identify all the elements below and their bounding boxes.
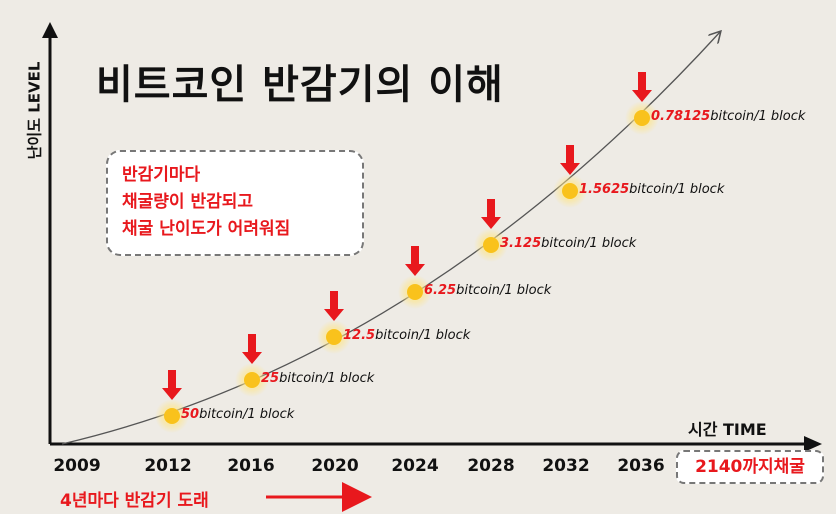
year-label: 2016	[227, 456, 275, 476]
reward-label: 50bitcoin/1 block	[181, 407, 294, 422]
halving-marker	[562, 183, 578, 199]
reward-unit: bitcoin/1 block	[279, 371, 375, 386]
reward-value: 6.25	[424, 283, 457, 298]
info-box: 반감기마다 채굴량이 반감되고 채굴 난이도가 어려워짐	[106, 150, 364, 256]
reward-unit: bitcoin/1 block	[375, 328, 471, 343]
down-arrow-icon	[324, 291, 344, 321]
down-arrow-icon	[632, 72, 652, 102]
halving-marker	[634, 110, 650, 126]
year-label: 2036	[617, 456, 665, 476]
down-arrow-icon	[481, 199, 501, 229]
halving-marker	[483, 237, 499, 253]
reward-unit: bitcoin/1 block	[710, 109, 806, 124]
halving-marker	[407, 284, 423, 300]
y-axis-label: 난이도 LEVEL	[25, 61, 44, 160]
down-arrow-icon	[162, 370, 182, 400]
halving-marker	[244, 372, 260, 388]
halving-marker	[326, 329, 342, 345]
info-line: 채굴 난이도가 어려워짐	[122, 219, 291, 239]
reward-label: 0.78125bitcoin/1 block	[651, 109, 805, 124]
year-label: 2020	[311, 456, 359, 476]
down-arrow-icon	[560, 145, 580, 175]
reward-label: 3.125bitcoin/1 block	[500, 236, 636, 251]
reward-unit: bitcoin/1 block	[199, 407, 295, 422]
reward-label: 6.25bitcoin/1 block	[424, 283, 551, 298]
year-label: 2032	[542, 456, 590, 476]
year-label: 2009	[53, 456, 101, 476]
down-arrow-icon	[242, 334, 262, 364]
reward-unit: bitcoin/1 block	[541, 236, 637, 251]
halving-marker	[164, 408, 180, 424]
reward-value: 50	[181, 407, 200, 422]
page-title: 비트코인 반감기의 이해	[96, 62, 504, 108]
reward-value: 0.78125	[651, 109, 711, 124]
y-axis-arrow-icon	[42, 22, 58, 38]
reward-label: 25bitcoin/1 block	[261, 371, 374, 386]
reward-label: 12.5bitcoin/1 block	[343, 328, 470, 343]
reward-unit: bitcoin/1 block	[629, 182, 725, 197]
info-line: 채굴량이 반감되고	[122, 192, 254, 212]
year-label: 2028	[467, 456, 515, 476]
x-axis-arrow-icon	[804, 436, 822, 452]
reward-value: 3.125	[500, 236, 542, 251]
reward-label: 1.5625bitcoin/1 block	[579, 182, 724, 197]
end-year-badge: 2140까지채굴	[676, 450, 824, 484]
year-label: 2012	[144, 456, 192, 476]
down-arrow-icon	[405, 246, 425, 276]
year-label: 2024	[391, 456, 439, 476]
info-line: 반감기마다	[122, 165, 201, 185]
reward-value: 25	[261, 371, 280, 386]
reward-value: 1.5625	[579, 182, 630, 197]
reward-value: 12.5	[343, 328, 376, 343]
reward-unit: bitcoin/1 block	[456, 283, 552, 298]
x-axis-label: 시간 TIME	[688, 420, 767, 439]
bottom-note: 4년마다 반감기 도래	[60, 491, 209, 511]
